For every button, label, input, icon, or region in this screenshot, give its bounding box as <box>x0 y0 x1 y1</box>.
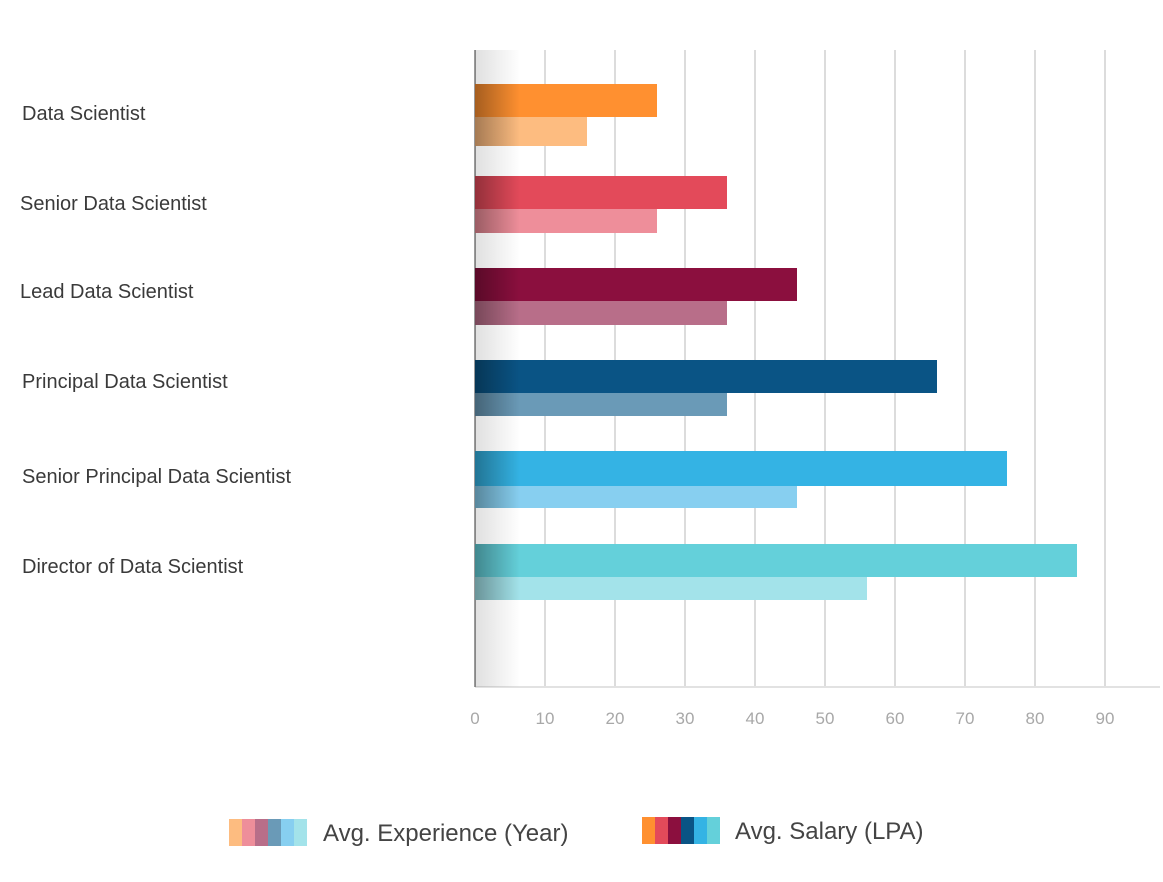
category-label: Director of Data Scientist <box>22 556 244 578</box>
bar-salary <box>475 451 1007 486</box>
x-tick-label: 60 <box>886 709 905 728</box>
bar-shadow <box>475 360 520 416</box>
bar-salary <box>475 268 797 301</box>
x-tick-label: 30 <box>676 709 695 728</box>
x-tick-label: 10 <box>536 709 555 728</box>
x-tick-label: 40 <box>746 709 765 728</box>
x-tick-label: 0 <box>470 709 479 728</box>
category-label: Principal Data Scientist <box>22 371 228 393</box>
bar-shadow <box>475 84 520 146</box>
bar-salary <box>475 360 937 393</box>
x-tick-label: 20 <box>606 709 625 728</box>
bar-shadow <box>475 544 520 600</box>
legend-swatch <box>255 819 268 846</box>
legend-swatch <box>268 819 281 846</box>
legend-swatch <box>694 817 707 844</box>
bar-experience <box>475 393 727 416</box>
legend-swatch <box>707 817 720 844</box>
legend-swatch <box>655 817 668 844</box>
legend-swatch <box>294 819 307 846</box>
x-tick-label: 50 <box>816 709 835 728</box>
legend-label: Avg. Salary (LPA) <box>735 818 924 845</box>
bar-shadow <box>475 268 520 325</box>
bar-salary <box>475 544 1077 577</box>
x-tick-label: 90 <box>1096 709 1115 728</box>
legend-label: Avg. Experience (Year) <box>323 820 568 847</box>
bar-experience <box>475 486 797 508</box>
bar-experience <box>475 577 867 600</box>
bar-shadow <box>475 176 520 233</box>
legend-swatch <box>281 819 294 846</box>
category-label: Lead Data Scientist <box>20 281 194 303</box>
legend-swatch <box>681 817 694 844</box>
category-label: Senior Data Scientist <box>20 193 207 215</box>
legend-swatch <box>242 819 255 846</box>
category-label: Senior Principal Data Scientist <box>22 466 291 488</box>
category-label: Data Scientist <box>22 103 146 125</box>
x-tick-label: 70 <box>956 709 975 728</box>
legend-swatch <box>668 817 681 844</box>
x-tick-label: 80 <box>1026 709 1045 728</box>
legend-swatch <box>642 817 655 844</box>
bar-shadow <box>475 451 520 508</box>
legend-swatch <box>229 819 242 846</box>
